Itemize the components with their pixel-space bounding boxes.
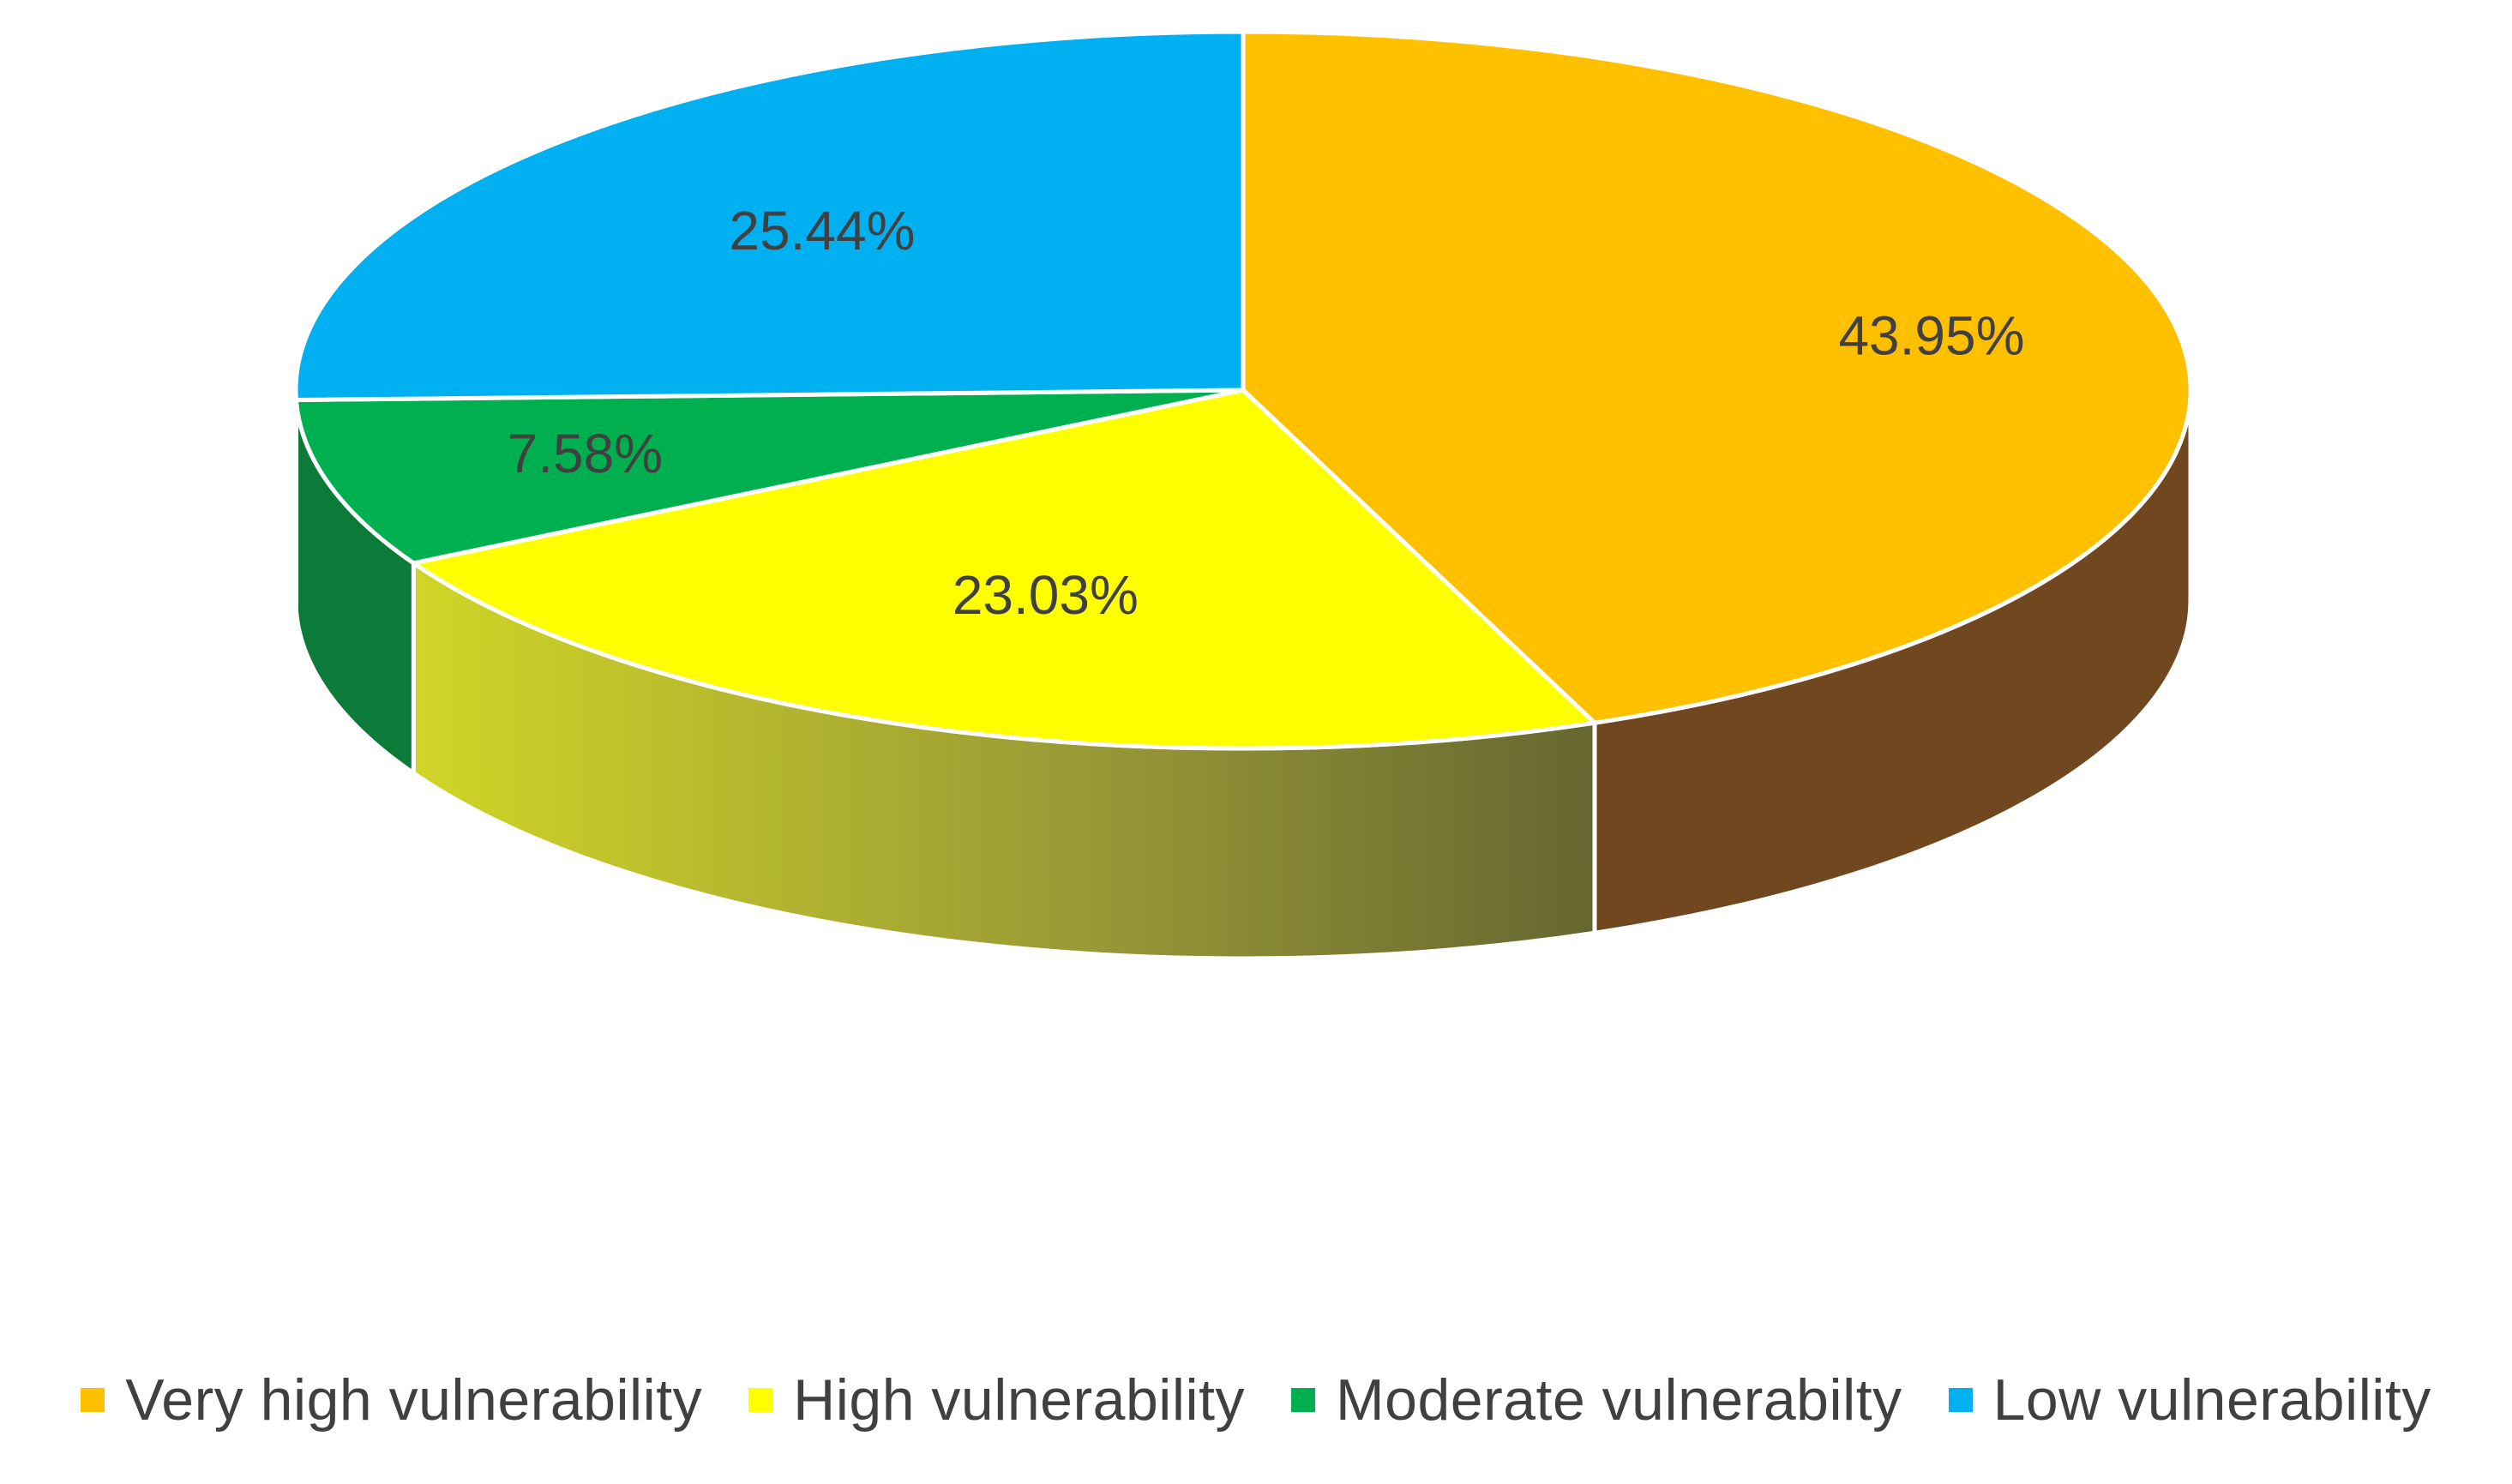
legend-item-very-high: Very high vulnerability xyxy=(81,1367,702,1433)
legend: Very high vulnerability High vulnerabili… xyxy=(0,1361,2512,1439)
legend-label-very-high: Very high vulnerability xyxy=(125,1367,702,1433)
legend-swatch-moderate xyxy=(1291,1388,1315,1412)
data-label-very-high: 43.95% xyxy=(1838,304,2024,366)
legend-swatch-high xyxy=(748,1388,772,1412)
legend-item-high: High vulnerability xyxy=(748,1367,1245,1433)
legend-swatch-very-high xyxy=(81,1388,105,1412)
legend-swatch-low xyxy=(1949,1388,1973,1412)
legend-label-moderate: Moderate vulnerabilty xyxy=(1336,1367,1902,1433)
legend-item-moderate: Moderate vulnerabilty xyxy=(1291,1367,1902,1433)
data-label-low: 25.44% xyxy=(729,200,915,261)
data-label-high: 23.03% xyxy=(953,564,1139,626)
legend-item-low: Low vulnerability xyxy=(1949,1367,2431,1433)
legend-label-high: High vulnerability xyxy=(793,1367,1245,1433)
pie-tops xyxy=(296,32,2190,748)
data-label-moderate: 7.58% xyxy=(508,423,663,484)
legend-label-low: Low vulnerability xyxy=(1993,1367,2431,1433)
